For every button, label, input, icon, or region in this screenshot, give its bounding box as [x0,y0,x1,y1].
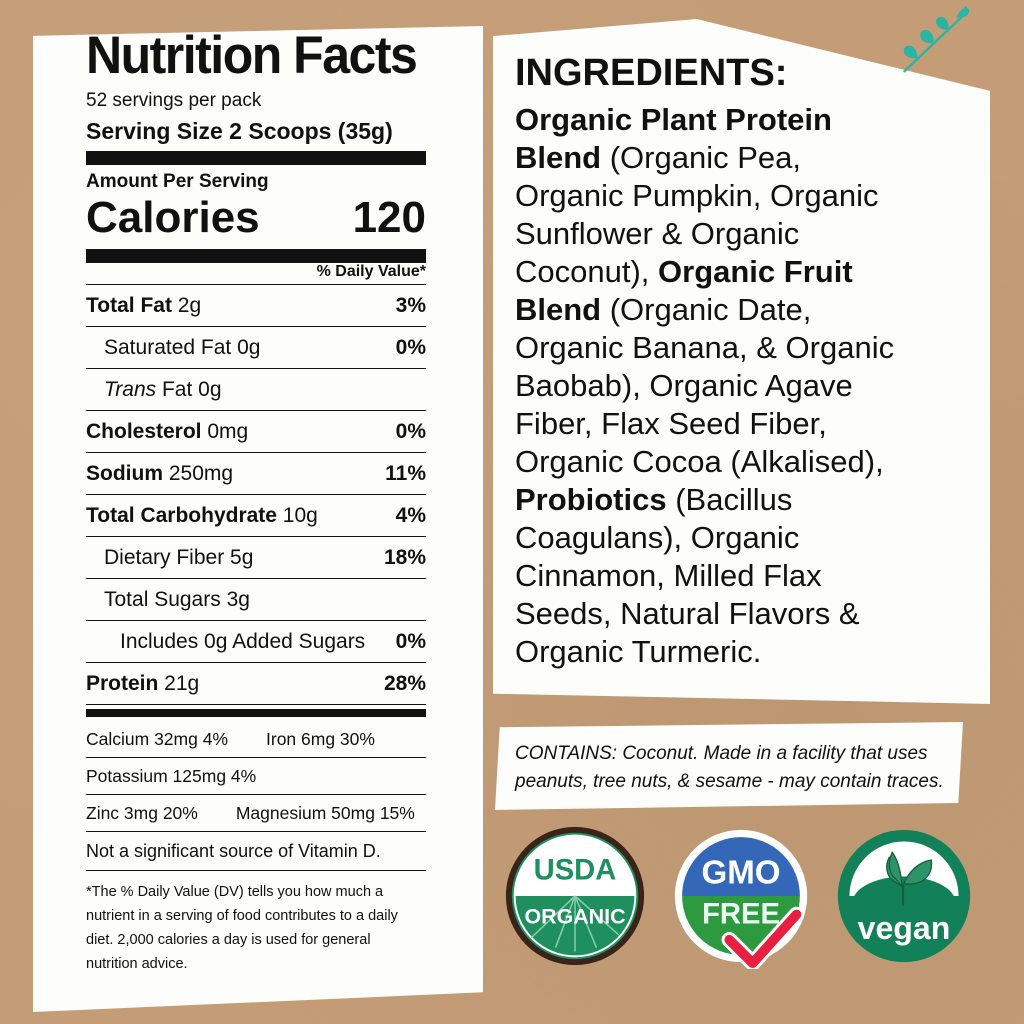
svg-text:GMO: GMO [701,854,780,891]
svg-text:FREE: FREE [702,898,780,930]
svg-text:ORGANIC: ORGANIC [524,904,625,928]
svg-text:USDA: USDA [534,854,617,886]
svg-text:vegan: vegan [858,910,951,946]
